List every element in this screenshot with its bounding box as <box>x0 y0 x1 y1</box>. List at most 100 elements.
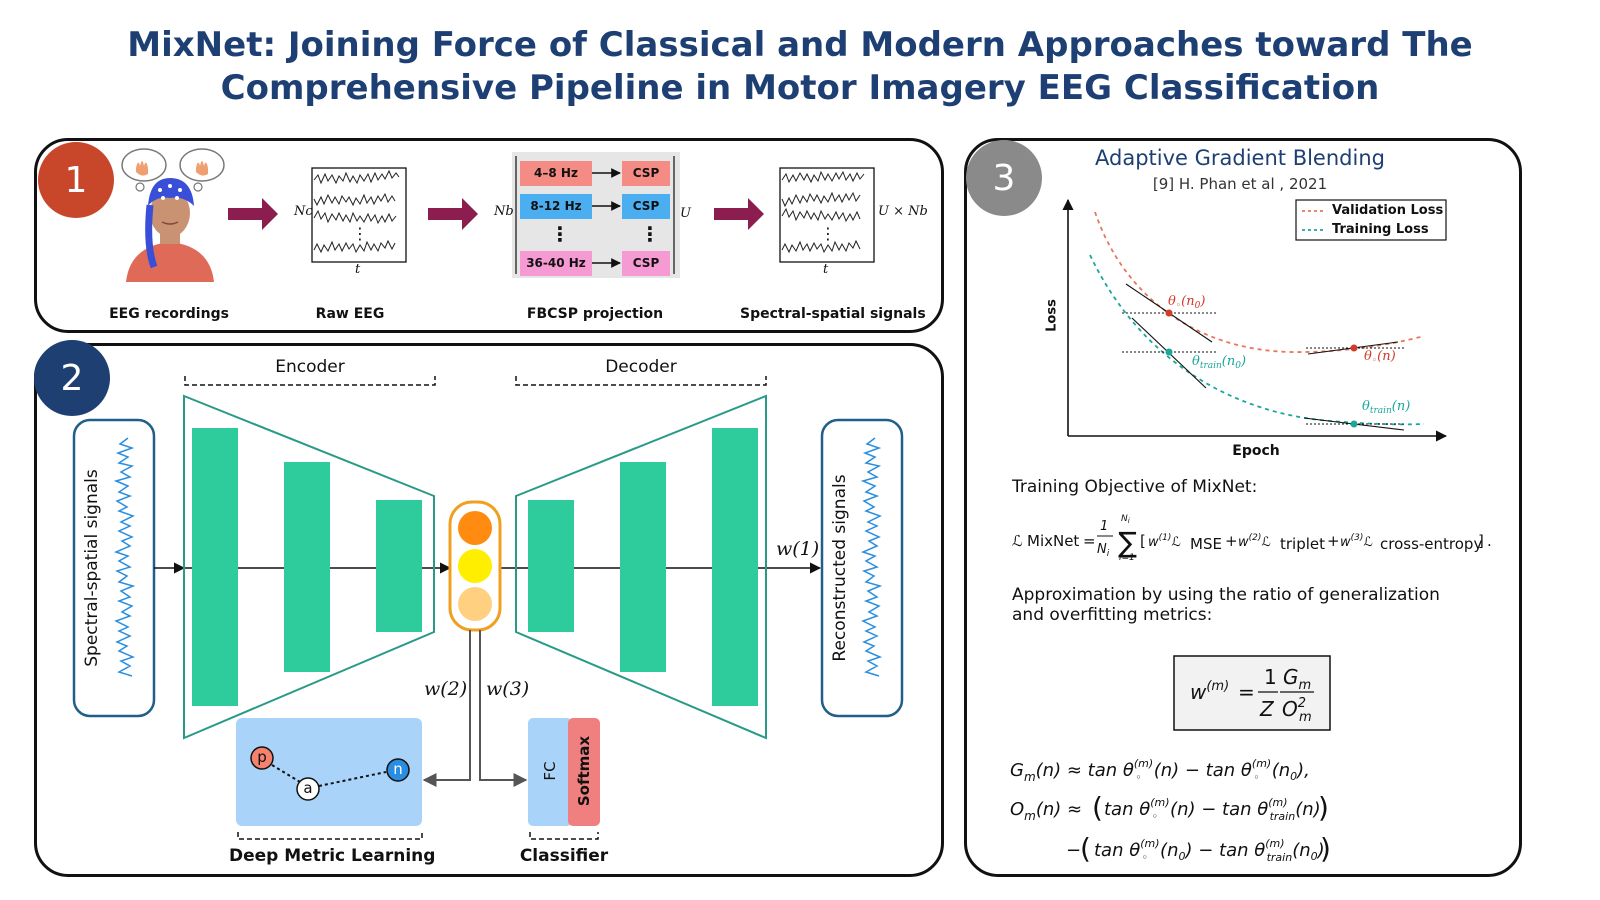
branch-to-classifier <box>479 630 528 787</box>
latent-circle-yellow <box>458 549 492 583</box>
input-signal-wave <box>113 437 136 677</box>
validation-point-n <box>1350 344 1358 352</box>
band-box-4-8 <box>520 161 592 186</box>
raw-eeg-t-label: t <box>355 262 361 277</box>
svg-text:]: ] <box>1478 532 1484 550</box>
svg-text:tan θ(m)◦(n) − tan θ(m)train(n: tan θ(m) ◦ (n) − tan θ(m) train(n) <box>1104 796 1321 823</box>
svg-text:1: 1 <box>1100 519 1108 534</box>
classifier-bracket <box>529 832 599 840</box>
svg-text:.: . <box>1487 532 1492 550</box>
svg-text:Z: Z <box>1259 697 1275 721</box>
svg-text:+: + <box>1327 532 1340 550</box>
band-ellipsis: ⋮ <box>550 222 570 246</box>
panel-3 <box>964 138 1522 877</box>
svg-text:w(1)ℒ: w(1)ℒ <box>1148 533 1181 550</box>
output-signal-wave <box>860 437 883 677</box>
csp-label-2: CSP <box>632 199 660 213</box>
branch-to-metric <box>422 630 471 787</box>
spectral-wave-4 <box>781 239 861 254</box>
encoder-label: Encoder <box>275 357 345 377</box>
spectral-u-nb-label: U × Nb <box>878 204 928 219</box>
output-signal-box <box>820 418 904 718</box>
panel3-citation: [9] H. Phan et al , 2021 <box>1152 175 1328 193</box>
csp-box-2 <box>622 194 670 219</box>
svg-text:Ni: Ni <box>1097 542 1110 559</box>
svg-text:): ) <box>1320 832 1331 865</box>
svg-text:ℒ: ℒ <box>1012 532 1023 550</box>
svg-text:i=1: i=1 <box>1119 553 1135 563</box>
band-box-8-12 <box>520 194 592 219</box>
badge-1: 1 <box>38 142 114 218</box>
validation-point-n0 <box>1165 309 1173 317</box>
raw-eeg-nc-label: Nc <box>294 204 313 219</box>
spectral-wave-2 <box>781 191 861 208</box>
svg-text:): ) <box>1318 791 1329 824</box>
decoder-bracket <box>515 376 767 386</box>
svg-text:w(2)ℒ: w(2)ℒ <box>1238 533 1271 550</box>
chart-x-label: Epoch <box>1232 443 1280 459</box>
svg-text:[: [ <box>1140 532 1146 550</box>
legend-validation-label: Validation Loss <box>1332 203 1444 218</box>
spectral-wave-1 <box>781 170 865 184</box>
softmax-box <box>568 718 600 826</box>
fbcsp-nb-label: Nb <box>494 204 514 219</box>
svg-text:w(3)ℒ: w(3)ℒ <box>1340 533 1373 550</box>
caption-eeg-recordings: EEG recordings <box>109 306 229 322</box>
decoder-layer-3 <box>712 428 758 706</box>
svg-text:+: + <box>1225 532 1238 550</box>
badge-3: 3 <box>966 140 1042 216</box>
csp-box-1 <box>622 161 670 186</box>
training-point-n <box>1350 420 1358 428</box>
badge-2: 2 <box>34 340 110 416</box>
objective-heading: Training Objective of MixNet: <box>1012 477 1258 497</box>
training-point-n0 <box>1165 348 1173 356</box>
band-box-36-40 <box>520 251 592 276</box>
fbcsp-u-label: U <box>680 206 691 221</box>
negative-node <box>386 758 410 782</box>
svg-text:∑: ∑ <box>1118 526 1137 559</box>
encoder-layer-1 <box>192 428 238 706</box>
svg-text:triplet: triplet <box>1280 535 1325 553</box>
raw-eeg-wave-4 <box>313 239 396 254</box>
csp-label-3: CSP <box>632 256 660 270</box>
decoder-layer-1 <box>528 500 574 632</box>
decoder-trapezoid <box>515 394 767 740</box>
page-title-line1: MixNet: Joining Force of Classical and M… <box>127 25 1473 65</box>
spectral-wave-3 <box>781 207 861 223</box>
svg-text:MSE: MSE <box>1190 535 1222 553</box>
legend-training-label: Training Loss <box>1332 222 1429 237</box>
approx-heading-line2: and overfitting metrics: <box>1012 605 1213 625</box>
svg-text:tan θ(m)◦(n0) − tan θ(m)train(: tan θ(m) ◦ (n0) − tan θ(m) train(n0) <box>1094 837 1325 864</box>
metric-learning-box <box>236 718 422 826</box>
svg-text:MixNet: MixNet <box>1027 532 1079 550</box>
svg-text:=: = <box>1238 680 1255 704</box>
raw-eeg-ellipsis: ⋮ <box>352 224 368 243</box>
svg-text:(: ( <box>1092 791 1103 824</box>
page-title-line2: Comprehensive Pipeline in Motor Imagery … <box>220 68 1380 108</box>
weight-w3: w(3) <box>486 678 530 700</box>
encoder-bracket <box>184 376 436 386</box>
decoder-label: Decoder <box>605 357 677 377</box>
validation-loss-curve <box>1094 211 1425 353</box>
svg-text:Om(n) ≈: Om(n) ≈ <box>1010 799 1082 823</box>
band-label-36-40: 36-40 Hz <box>526 256 586 270</box>
decoder-layer-2 <box>620 462 666 672</box>
band-label-4-8: 4–8 Hz <box>534 166 578 180</box>
panel3-title: Adaptive Gradient Blending <box>1095 146 1385 170</box>
svg-text:cross-entropy: cross-entropy <box>1380 535 1482 553</box>
encoder-trapezoid <box>183 394 435 740</box>
svg-text:=: = <box>1083 532 1096 550</box>
metric-bracket <box>237 832 423 840</box>
metric-learning-caption: Deep Metric Learning <box>229 846 436 866</box>
csp-box-3 <box>622 251 670 276</box>
encoder-layer-3 <box>376 500 422 632</box>
anchor-node <box>296 777 320 801</box>
svg-text:1: 1 <box>1264 665 1277 689</box>
raw-eeg-wave-2 <box>313 192 396 207</box>
caption-fbcsp: FBCSP projection <box>526 306 664 322</box>
